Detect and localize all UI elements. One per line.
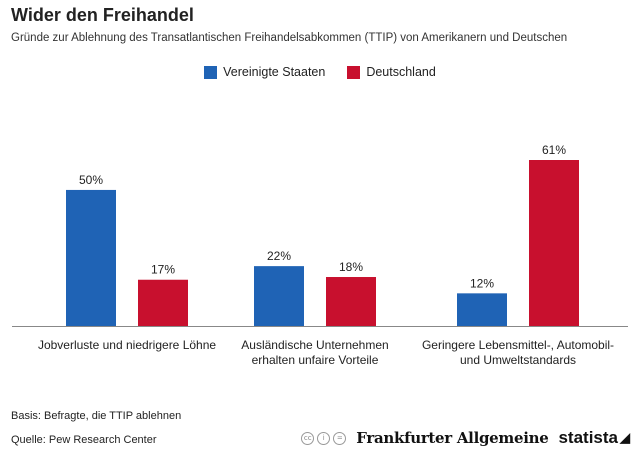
chart-subtitle: Gründe zur Ablehnung des Transatlantisch… [11, 32, 568, 44]
faz-logo: Frankfurter Allgemeine [356, 429, 549, 447]
legend-item-us: Vereinigte Staaten [204, 65, 325, 79]
bar-us-2 [457, 293, 507, 326]
chart-title: Wider den Freihandel [11, 5, 194, 25]
legend-item-de: Deutschland [347, 65, 436, 79]
legend-label-de: Deutschland [366, 65, 436, 79]
by-icon: i [317, 431, 331, 445]
category-label-2-line-0: Geringere Lebensmittel-, Automobil- [422, 338, 614, 352]
statista-wordmark: statista [558, 428, 618, 447]
bar-us-0 [66, 189, 116, 326]
nd-icon: = [333, 431, 347, 445]
category-label-1-line-1: erhalten unfaire Vorteile [252, 353, 379, 367]
data-label-us-0: 50% [79, 173, 103, 187]
legend-swatch-de [347, 65, 361, 79]
basis-note: Basis: Befragte, die TTIP ablehnen [11, 410, 182, 422]
data-label-de-2: 61% [542, 143, 566, 157]
data-label-de-0: 17% [151, 263, 175, 277]
footer-logos: cc i = Frankfurter Allgemeine statista ◢ [301, 428, 630, 448]
legend-label-us: Vereinigte Staaten [223, 65, 326, 79]
bar-de-2 [529, 160, 579, 326]
cc-icon: cc [301, 431, 315, 445]
source-note: Quelle: Pew Research Center [11, 434, 157, 446]
statista-logo: statista ◢ [558, 428, 630, 448]
bar-de-1 [326, 277, 376, 326]
license-icons: cc i = [301, 431, 347, 445]
category-label-0-line-0: Jobverluste und niedrigere Löhne [38, 338, 216, 352]
legend: Vereinigte Staaten Deutschland [0, 65, 640, 79]
category-label-1-line-0: Ausländische Unternehmen [241, 338, 388, 352]
legend-swatch-us [204, 65, 218, 79]
data-label-de-1: 18% [339, 260, 363, 274]
data-label-us-2: 12% [470, 276, 494, 290]
data-label-us-1: 22% [267, 249, 291, 263]
bar-us-1 [254, 266, 304, 326]
bar-de-0 [138, 279, 188, 326]
category-label-2-line-1: und Umweltstandards [460, 353, 576, 367]
statista-icon: ◢ [620, 430, 630, 445]
